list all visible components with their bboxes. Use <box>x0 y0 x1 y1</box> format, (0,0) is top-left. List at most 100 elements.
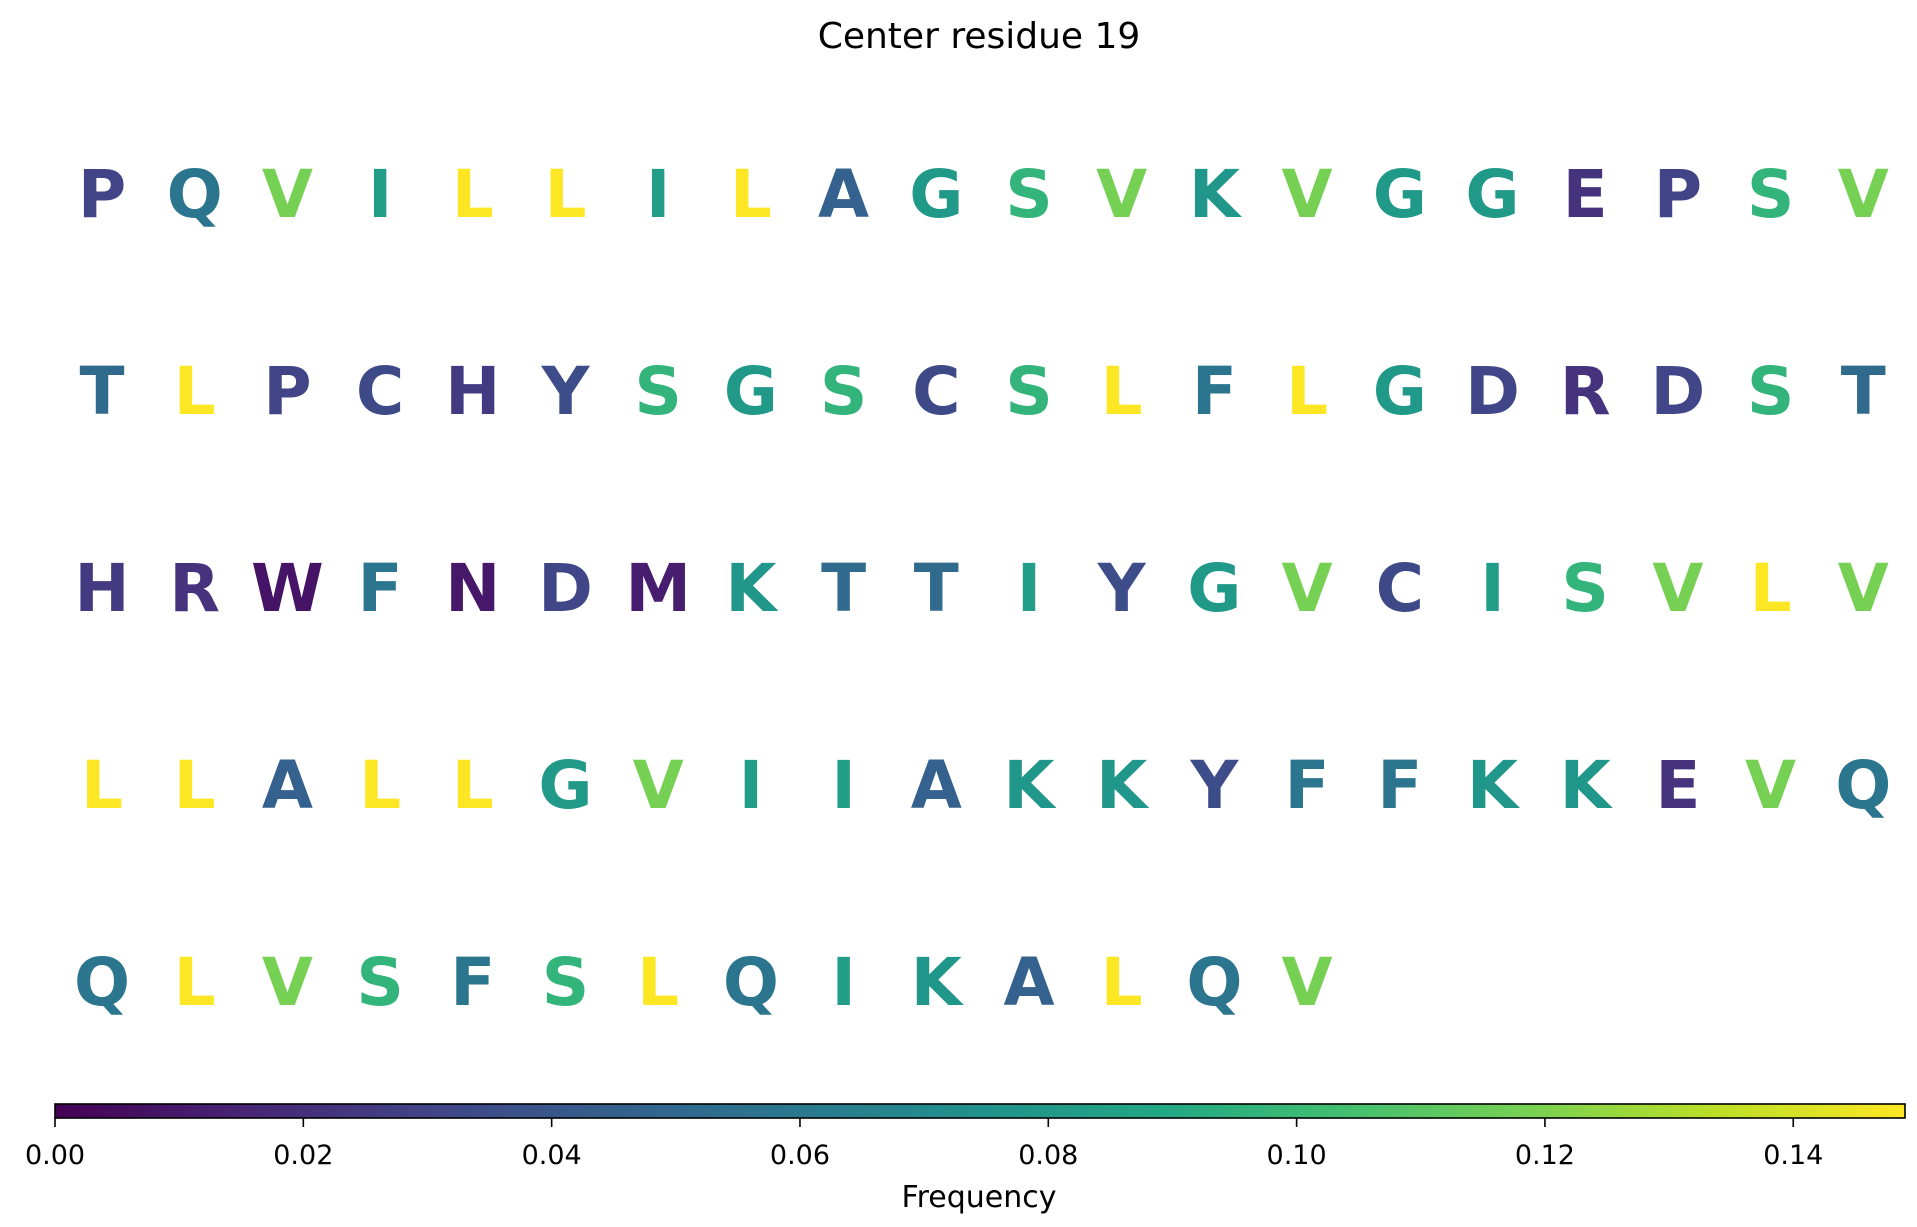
residue-letter: V <box>262 944 313 1021</box>
residue-letter: L <box>730 156 772 233</box>
residue-letter: L <box>637 944 679 1021</box>
residue-letter: A <box>911 747 962 824</box>
residue-letter: L <box>174 353 216 430</box>
residue-letter: S <box>542 944 590 1021</box>
residue-letter: V <box>1838 550 1889 627</box>
residue-letter: L <box>452 747 494 824</box>
residue-letter: L <box>174 747 216 824</box>
residue-letter: K <box>1189 156 1243 233</box>
colorbar-tick-label: 0.02 <box>273 1140 333 1171</box>
residue-letter: Q <box>74 944 130 1021</box>
residue-letter: F <box>1285 747 1330 824</box>
residue-letter: L <box>1101 944 1143 1021</box>
residue-letter: K <box>1467 747 1521 824</box>
residue-letter: R <box>1560 353 1611 430</box>
colorbar-tick-label: 0.14 <box>1763 1140 1823 1171</box>
residue-letter: L <box>359 747 401 824</box>
residue-letter: C <box>912 353 960 430</box>
residue-letter: V <box>1838 156 1889 233</box>
residue-letter: S <box>356 944 404 1021</box>
residue-letter: V <box>1282 944 1333 1021</box>
residue-letter: F <box>1192 353 1237 430</box>
residue-letter: L <box>1101 353 1143 430</box>
residue-letter: Q <box>723 944 779 1021</box>
residue-letter: Q <box>167 156 223 233</box>
residue-letter: F <box>1377 747 1422 824</box>
residue-letter: G <box>538 747 592 824</box>
residue-letter: E <box>1563 156 1608 233</box>
residue-letter: I <box>831 944 856 1021</box>
colorbar-tick-label: 0.10 <box>1267 1140 1327 1171</box>
residue-letter: A <box>1003 944 1054 1021</box>
residue-letter: P <box>1654 156 1702 233</box>
residue-letter: S <box>820 353 868 430</box>
residue-letter: K <box>725 550 779 627</box>
colorbar: 0.00 0.02 0.04 0.06 0.08 0.10 0.12 0.14 Frequen… <box>25 1103 1906 1215</box>
residue-letter: G <box>724 353 778 430</box>
residue-letter: V <box>262 156 313 233</box>
residue-letter: I <box>1017 550 1042 627</box>
residue-letter: F <box>450 944 495 1021</box>
residue-letter: I <box>1480 550 1505 627</box>
colorbar-tick-label: 0.00 <box>25 1140 85 1171</box>
residue-letter: E <box>1655 747 1700 824</box>
residue-letter: Y <box>1190 747 1240 824</box>
residue-letter: V <box>1652 550 1703 627</box>
residue-letter: D <box>1465 353 1520 430</box>
colorbar-tick-label: 0.04 <box>522 1140 582 1171</box>
residue-letter: H <box>445 353 500 430</box>
residue-letter: I <box>739 747 764 824</box>
colorbar-tick-label: 0.06 <box>770 1140 830 1171</box>
residue-letter: K <box>1096 747 1150 824</box>
residue-letter: K <box>911 944 965 1021</box>
residue-letter: F <box>358 550 403 627</box>
residue-letter: M <box>625 550 691 627</box>
residue-letter: V <box>1096 156 1147 233</box>
residue-letter: Y <box>541 353 591 430</box>
residue-letter: V <box>1282 550 1333 627</box>
residue-letter: S <box>634 353 682 430</box>
residue-letter: K <box>1560 747 1614 824</box>
residue-letter: G <box>1373 353 1427 430</box>
residue-letter: R <box>169 550 220 627</box>
residue-letter: G <box>1465 156 1519 233</box>
residue-letter: T <box>914 550 959 627</box>
residue-letter: C <box>356 353 404 430</box>
residue-letter: S <box>1005 156 1053 233</box>
residue-letter: A <box>262 747 313 824</box>
residue-letter: T <box>821 550 866 627</box>
residue-letter: Y <box>1097 550 1147 627</box>
residue-letter: G <box>1373 156 1427 233</box>
residue-letter: L <box>452 156 494 233</box>
residue-letter: L <box>1750 550 1792 627</box>
residue-letter: W <box>251 550 324 627</box>
residue-letter: T <box>1841 353 1886 430</box>
residue-letter: N <box>445 550 500 627</box>
residue-letter: L <box>1286 353 1328 430</box>
residue-letter: I <box>368 156 393 233</box>
residue-letter: I <box>646 156 671 233</box>
residue-letter: L <box>544 156 586 233</box>
residue-letter: D <box>1651 353 1706 430</box>
colorbar-label: Frequency <box>902 1180 1057 1215</box>
residue-letter: T <box>79 353 124 430</box>
residue-letter: L <box>81 747 123 824</box>
colorbar-gradient <box>54 1103 1906 1119</box>
residue-letter: A <box>818 156 869 233</box>
colorbar-ticks: 0.00 0.02 0.04 0.06 0.08 0.10 0.12 0.14 <box>25 1118 1823 1171</box>
residue-letter: Q <box>1835 747 1891 824</box>
residue-letter: S <box>1747 353 1795 430</box>
residue-letter: Q <box>1186 944 1242 1021</box>
colorbar-tick-label: 0.08 <box>1018 1140 1078 1171</box>
residue-letter: G <box>1187 550 1241 627</box>
residue-letter: C <box>1376 550 1424 627</box>
residue-letter: V <box>1282 156 1333 233</box>
residue-grid: P Q V I L L I L A G S V K V G G E P S VT L P C H Y S G S C S L F L G D R D S T… <box>74 156 1891 1021</box>
residue-letter: V <box>1745 747 1796 824</box>
residue-letter: H <box>74 550 129 627</box>
residue-letter: S <box>1561 550 1609 627</box>
colorbar-tick-label: 0.12 <box>1515 1140 1575 1171</box>
residue-letter: P <box>78 156 126 233</box>
residue-letter: K <box>1003 747 1057 824</box>
